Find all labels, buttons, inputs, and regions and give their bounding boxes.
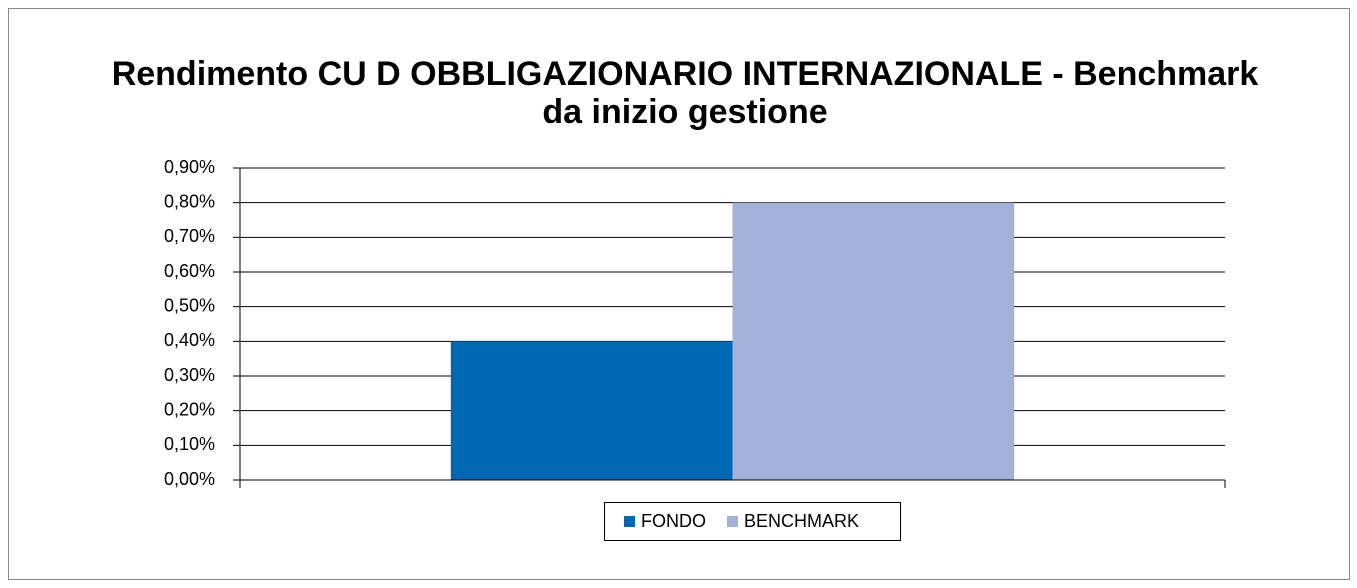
legend-swatch [624, 516, 635, 527]
bar [732, 202, 1015, 480]
legend-label: FONDO [641, 511, 706, 531]
y-tick-label: 0,20% [164, 399, 215, 419]
y-tick-label: 0,00% [164, 469, 215, 489]
legend-label: BENCHMARK [744, 511, 859, 531]
legend-swatch [727, 516, 738, 527]
y-tick-label: 0,60% [164, 261, 215, 281]
y-tick-label: 0,10% [164, 434, 215, 454]
y-tick-label: 0,70% [164, 226, 215, 246]
chart-frame [8, 8, 1350, 580]
bar [450, 341, 733, 480]
y-tick-label: 0,50% [164, 295, 215, 315]
y-tick-label: 0,30% [164, 365, 215, 385]
chart-title: Rendimento CU D OBBLIGAZIONARIO INTERNAZ… [112, 55, 1259, 93]
y-tick-label: 0,90% [164, 157, 215, 177]
y-tick-label: 0,40% [164, 330, 215, 350]
legend-box [604, 502, 901, 541]
chart-title: da inizio gestione [542, 93, 827, 131]
y-tick-label: 0,80% [164, 191, 215, 211]
